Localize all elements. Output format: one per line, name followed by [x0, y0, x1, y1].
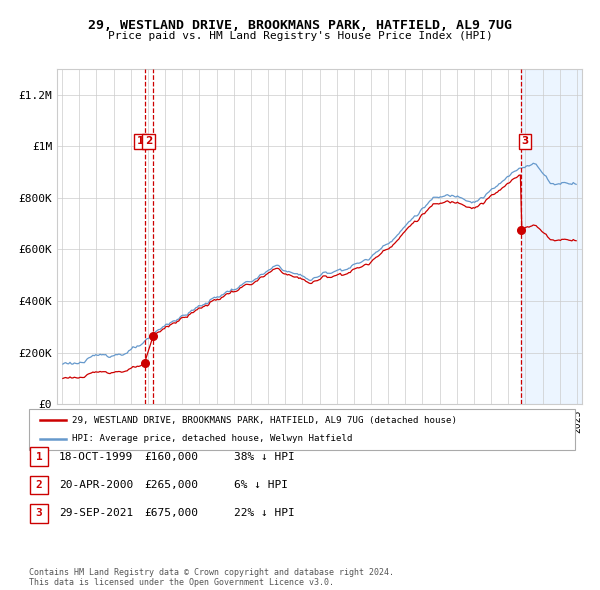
Text: 1: 1 [137, 136, 145, 146]
Text: 2: 2 [35, 480, 43, 490]
Text: £265,000: £265,000 [144, 480, 198, 490]
Text: 6% ↓ HPI: 6% ↓ HPI [234, 480, 288, 490]
Text: 1: 1 [35, 452, 43, 461]
Text: 2: 2 [145, 136, 152, 146]
Text: £160,000: £160,000 [144, 452, 198, 461]
Text: 29-SEP-2021: 29-SEP-2021 [59, 509, 133, 518]
Text: 29, WESTLAND DRIVE, BROOKMANS PARK, HATFIELD, AL9 7UG: 29, WESTLAND DRIVE, BROOKMANS PARK, HATF… [88, 19, 512, 32]
Text: Contains HM Land Registry data © Crown copyright and database right 2024.
This d: Contains HM Land Registry data © Crown c… [29, 568, 394, 587]
Text: 3: 3 [35, 509, 43, 518]
Text: 3: 3 [521, 136, 529, 146]
Text: HPI: Average price, detached house, Welwyn Hatfield: HPI: Average price, detached house, Welw… [72, 434, 353, 443]
Text: 38% ↓ HPI: 38% ↓ HPI [234, 452, 295, 461]
Text: 22% ↓ HPI: 22% ↓ HPI [234, 509, 295, 518]
Text: £675,000: £675,000 [144, 509, 198, 518]
Text: 20-APR-2000: 20-APR-2000 [59, 480, 133, 490]
Text: 18-OCT-1999: 18-OCT-1999 [59, 452, 133, 461]
Text: Price paid vs. HM Land Registry's House Price Index (HPI): Price paid vs. HM Land Registry's House … [107, 31, 493, 41]
Bar [521, 69, 586, 404]
Text: 29, WESTLAND DRIVE, BROOKMANS PARK, HATFIELD, AL9 7UG (detached house): 29, WESTLAND DRIVE, BROOKMANS PARK, HATF… [72, 416, 457, 425]
